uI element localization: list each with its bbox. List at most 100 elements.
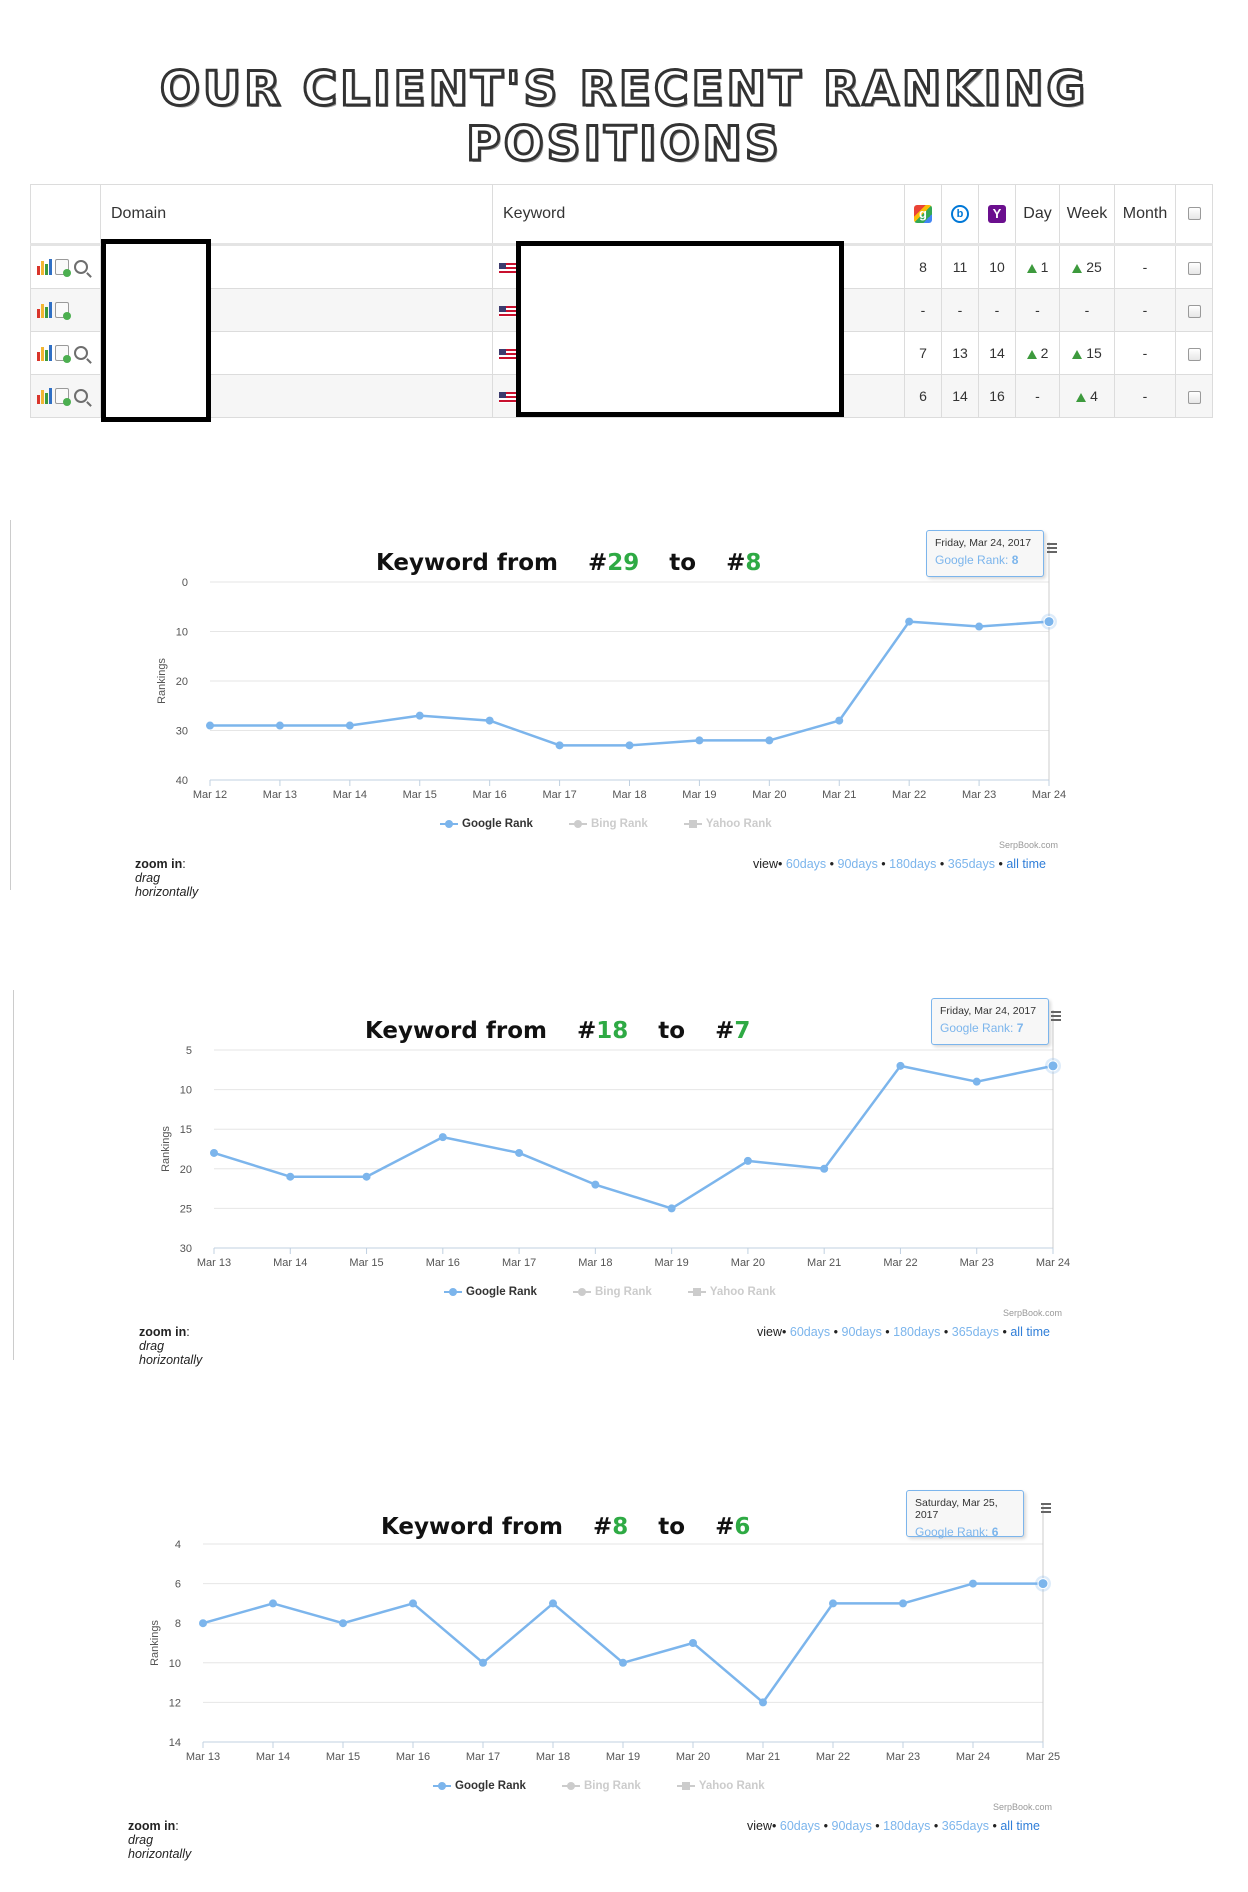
data-point[interactable] bbox=[1047, 1060, 1059, 1072]
chart-credit[interactable]: SerpBook.com bbox=[993, 1802, 1053, 1812]
data-point[interactable] bbox=[339, 1619, 347, 1628]
data-point[interactable] bbox=[667, 1204, 676, 1213]
select-all-checkbox[interactable] bbox=[1187, 207, 1201, 221]
data-point[interactable] bbox=[743, 1156, 752, 1165]
bar-chart-icon-bar bbox=[45, 393, 48, 404]
chart-credit[interactable]: SerpBook.com bbox=[999, 840, 1059, 850]
data-point[interactable] bbox=[969, 1579, 977, 1588]
data-point[interactable] bbox=[619, 1658, 627, 1667]
row-checkbox[interactable] bbox=[1187, 390, 1201, 404]
data-point[interactable] bbox=[269, 1599, 277, 1608]
data-point[interactable] bbox=[210, 1148, 218, 1157]
row-checkbox[interactable] bbox=[1187, 347, 1201, 361]
legend-item[interactable]: Yahoo Rank bbox=[687, 1286, 794, 1298]
legend-item[interactable]: Bing Rank bbox=[561, 1780, 659, 1792]
chart-menu-icon[interactable] bbox=[1047, 543, 1057, 553]
data-point[interactable] bbox=[829, 1599, 837, 1608]
data-point[interactable] bbox=[695, 736, 704, 745]
view-range-link[interactable]: 365days bbox=[947, 857, 996, 871]
view-range-link[interactable]: 90days bbox=[837, 857, 878, 871]
search-icon[interactable] bbox=[74, 389, 88, 403]
view-range-link[interactable]: all time bbox=[1010, 1325, 1050, 1339]
bar-chart-icon[interactable] bbox=[37, 388, 52, 404]
y-tick-label: 12 bbox=[169, 1697, 181, 1709]
add-note-icon[interactable] bbox=[55, 259, 71, 277]
data-point[interactable] bbox=[1037, 1578, 1049, 1590]
data-point[interactable] bbox=[409, 1599, 417, 1608]
view-range-link[interactable]: 180days bbox=[883, 1819, 931, 1833]
view-range-link[interactable]: 365days bbox=[941, 1819, 990, 1833]
chart-credit[interactable]: SerpBook.com bbox=[1003, 1308, 1063, 1318]
bar-chart-icon[interactable] bbox=[37, 345, 52, 361]
data-point[interactable] bbox=[975, 622, 984, 631]
view-range-link[interactable]: 60days bbox=[779, 1819, 821, 1833]
google-header[interactable]: g bbox=[904, 184, 942, 246]
bing-header[interactable]: b bbox=[941, 184, 979, 246]
legend-label: Yahoo Rank bbox=[705, 818, 772, 830]
legend-item[interactable]: Google Rank bbox=[433, 1780, 544, 1792]
bar-chart-icon[interactable] bbox=[37, 302, 52, 318]
view-range-link[interactable]: 365days bbox=[951, 1325, 1000, 1339]
data-point[interactable] bbox=[899, 1599, 907, 1608]
view-range-link[interactable]: 60days bbox=[789, 1325, 831, 1339]
legend-item[interactable]: Bing Rank bbox=[572, 1286, 670, 1298]
data-point[interactable] bbox=[479, 1658, 487, 1667]
data-point[interactable] bbox=[515, 1148, 524, 1157]
view-range-link[interactable]: 60days bbox=[785, 857, 827, 871]
legend-item[interactable]: Yahoo Rank bbox=[676, 1780, 783, 1792]
chart-menu-icon[interactable] bbox=[1051, 1011, 1061, 1021]
data-point[interactable] bbox=[820, 1164, 829, 1173]
data-point[interactable] bbox=[555, 741, 564, 750]
view-range-link[interactable]: 90days bbox=[831, 1819, 872, 1833]
chart-menu-icon[interactable] bbox=[1041, 1503, 1051, 1513]
data-point[interactable] bbox=[362, 1172, 371, 1181]
us-flag-icon bbox=[499, 391, 516, 403]
row-checkbox[interactable] bbox=[1187, 261, 1201, 275]
data-point[interactable] bbox=[591, 1180, 600, 1189]
domain-header[interactable]: Domain bbox=[100, 184, 493, 246]
data-point[interactable] bbox=[206, 721, 214, 730]
google-rank-line[interactable] bbox=[202, 1582, 1043, 1704]
view-range-link[interactable]: 180days bbox=[889, 857, 937, 871]
data-point[interactable] bbox=[765, 736, 774, 745]
month-header[interactable]: Month bbox=[1114, 184, 1176, 246]
data-point[interactable] bbox=[485, 716, 494, 725]
data-point[interactable] bbox=[905, 617, 914, 626]
view-range-link[interactable]: all time bbox=[1000, 1819, 1040, 1833]
view-range-link[interactable]: 90days bbox=[841, 1325, 882, 1339]
yahoo-header[interactable]: Y bbox=[978, 184, 1016, 246]
legend-item[interactable]: Google Rank bbox=[440, 818, 551, 830]
legend-item[interactable]: Bing Rank bbox=[568, 818, 666, 830]
search-icon[interactable] bbox=[74, 346, 88, 360]
data-point[interactable] bbox=[1043, 616, 1055, 628]
legend-item[interactable]: Yahoo Rank bbox=[683, 818, 790, 830]
google-rank-line[interactable] bbox=[213, 1064, 1054, 1210]
data-point[interactable] bbox=[549, 1599, 557, 1608]
select-all-header[interactable] bbox=[1175, 184, 1213, 246]
data-point[interactable] bbox=[896, 1061, 905, 1070]
data-point[interactable] bbox=[286, 1172, 295, 1181]
add-note-icon[interactable] bbox=[55, 302, 71, 320]
data-point[interactable] bbox=[275, 721, 284, 730]
view-range-link[interactable]: all time bbox=[1006, 857, 1046, 871]
row-checkbox[interactable] bbox=[1187, 304, 1201, 318]
legend-item[interactable]: Google Rank bbox=[444, 1286, 555, 1298]
data-point[interactable] bbox=[199, 1619, 207, 1628]
add-note-icon[interactable] bbox=[55, 388, 71, 406]
data-point[interactable] bbox=[759, 1698, 767, 1707]
week-header[interactable]: Week bbox=[1059, 184, 1115, 246]
bar-chart-icon[interactable] bbox=[37, 259, 52, 275]
data-point[interactable] bbox=[345, 721, 354, 730]
data-point[interactable] bbox=[438, 1133, 447, 1142]
data-point[interactable] bbox=[972, 1077, 981, 1086]
data-point[interactable] bbox=[689, 1639, 697, 1647]
add-note-icon[interactable] bbox=[55, 345, 71, 363]
data-point[interactable] bbox=[835, 716, 844, 725]
data-point[interactable] bbox=[625, 741, 634, 750]
data-point[interactable] bbox=[415, 711, 424, 720]
search-icon[interactable] bbox=[74, 260, 88, 274]
view-range-link[interactable]: 180days bbox=[893, 1325, 941, 1339]
